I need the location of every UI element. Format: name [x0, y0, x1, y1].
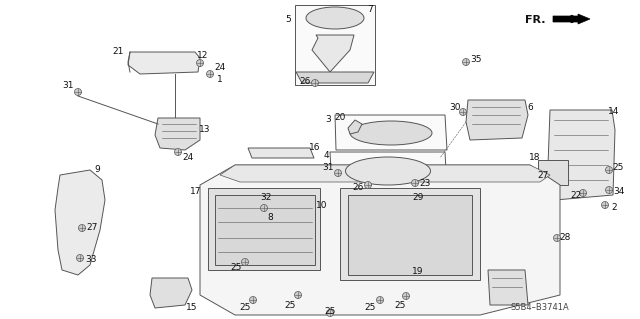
Text: FR.: FR. [525, 15, 545, 25]
Circle shape [207, 70, 214, 78]
Text: 15: 15 [186, 303, 198, 313]
Text: 35: 35 [470, 56, 482, 64]
Polygon shape [248, 148, 314, 158]
Polygon shape [296, 72, 374, 83]
Text: 33: 33 [85, 256, 97, 264]
Polygon shape [488, 270, 528, 305]
Circle shape [460, 108, 467, 115]
Circle shape [260, 204, 268, 211]
Circle shape [605, 187, 612, 194]
Circle shape [376, 296, 383, 303]
Polygon shape [312, 35, 354, 72]
Circle shape [77, 255, 83, 262]
Polygon shape [295, 5, 375, 85]
Polygon shape [200, 165, 560, 315]
Text: 5: 5 [285, 16, 291, 25]
Text: 31: 31 [62, 81, 74, 91]
Polygon shape [155, 118, 200, 150]
Text: 27: 27 [538, 170, 548, 180]
Polygon shape [335, 115, 447, 150]
Text: 25: 25 [612, 162, 624, 172]
Circle shape [602, 202, 609, 209]
Polygon shape [553, 14, 590, 24]
Circle shape [579, 189, 586, 197]
Circle shape [365, 182, 371, 189]
Polygon shape [215, 195, 315, 265]
Text: 7: 7 [367, 5, 373, 14]
Text: 24: 24 [214, 63, 226, 72]
Text: 10: 10 [316, 201, 328, 210]
Text: 31: 31 [323, 164, 333, 173]
Text: 26: 26 [352, 183, 364, 192]
Circle shape [326, 309, 333, 316]
Polygon shape [128, 52, 200, 74]
Text: 25: 25 [284, 300, 296, 309]
Text: 14: 14 [608, 108, 620, 116]
Polygon shape [348, 195, 472, 275]
Text: 26: 26 [300, 78, 310, 86]
Text: 29: 29 [412, 192, 424, 202]
Text: 4: 4 [323, 151, 329, 160]
Text: 6: 6 [527, 102, 533, 112]
Text: 18: 18 [529, 153, 541, 162]
Polygon shape [330, 152, 447, 190]
Text: 25: 25 [364, 303, 376, 313]
Polygon shape [538, 160, 568, 185]
Text: 3: 3 [325, 115, 331, 124]
Text: 20: 20 [334, 113, 346, 122]
Text: 13: 13 [199, 125, 211, 135]
Circle shape [250, 296, 257, 303]
Text: 22: 22 [570, 191, 582, 201]
Text: 34: 34 [613, 188, 625, 197]
Text: 25: 25 [239, 303, 251, 313]
Text: 25: 25 [230, 263, 242, 272]
Text: 17: 17 [190, 188, 202, 197]
Text: 2: 2 [611, 203, 617, 211]
Polygon shape [548, 110, 615, 200]
Polygon shape [340, 188, 480, 280]
Polygon shape [466, 100, 528, 140]
Text: 25: 25 [324, 308, 336, 316]
Text: 21: 21 [112, 48, 124, 56]
Text: 16: 16 [309, 143, 321, 152]
Circle shape [463, 58, 470, 65]
Polygon shape [55, 170, 105, 275]
Text: 32: 32 [260, 194, 272, 203]
Ellipse shape [350, 121, 432, 145]
Text: 27: 27 [86, 224, 98, 233]
Polygon shape [150, 278, 192, 308]
Text: 25: 25 [394, 301, 406, 310]
Circle shape [412, 180, 419, 187]
Text: 30: 30 [449, 103, 461, 113]
Circle shape [335, 169, 342, 176]
Text: 9: 9 [94, 166, 100, 174]
Text: 24: 24 [182, 153, 194, 162]
Text: 28: 28 [559, 234, 571, 242]
Circle shape [241, 258, 248, 265]
Polygon shape [348, 120, 362, 134]
Text: 8: 8 [267, 213, 273, 222]
Polygon shape [208, 188, 320, 270]
Ellipse shape [346, 157, 431, 185]
Circle shape [605, 167, 612, 174]
Text: 19: 19 [412, 268, 424, 277]
Circle shape [403, 293, 410, 300]
Text: S5B4–B3741A: S5B4–B3741A [511, 303, 570, 313]
Ellipse shape [306, 7, 364, 29]
Circle shape [554, 234, 561, 241]
Circle shape [79, 225, 86, 232]
Circle shape [312, 79, 319, 86]
Circle shape [196, 60, 204, 66]
Text: 12: 12 [197, 51, 209, 61]
Circle shape [294, 292, 301, 299]
Circle shape [74, 88, 81, 95]
Text: 1: 1 [217, 75, 223, 84]
Polygon shape [220, 165, 550, 182]
Circle shape [175, 149, 182, 155]
Text: 23: 23 [419, 179, 431, 188]
